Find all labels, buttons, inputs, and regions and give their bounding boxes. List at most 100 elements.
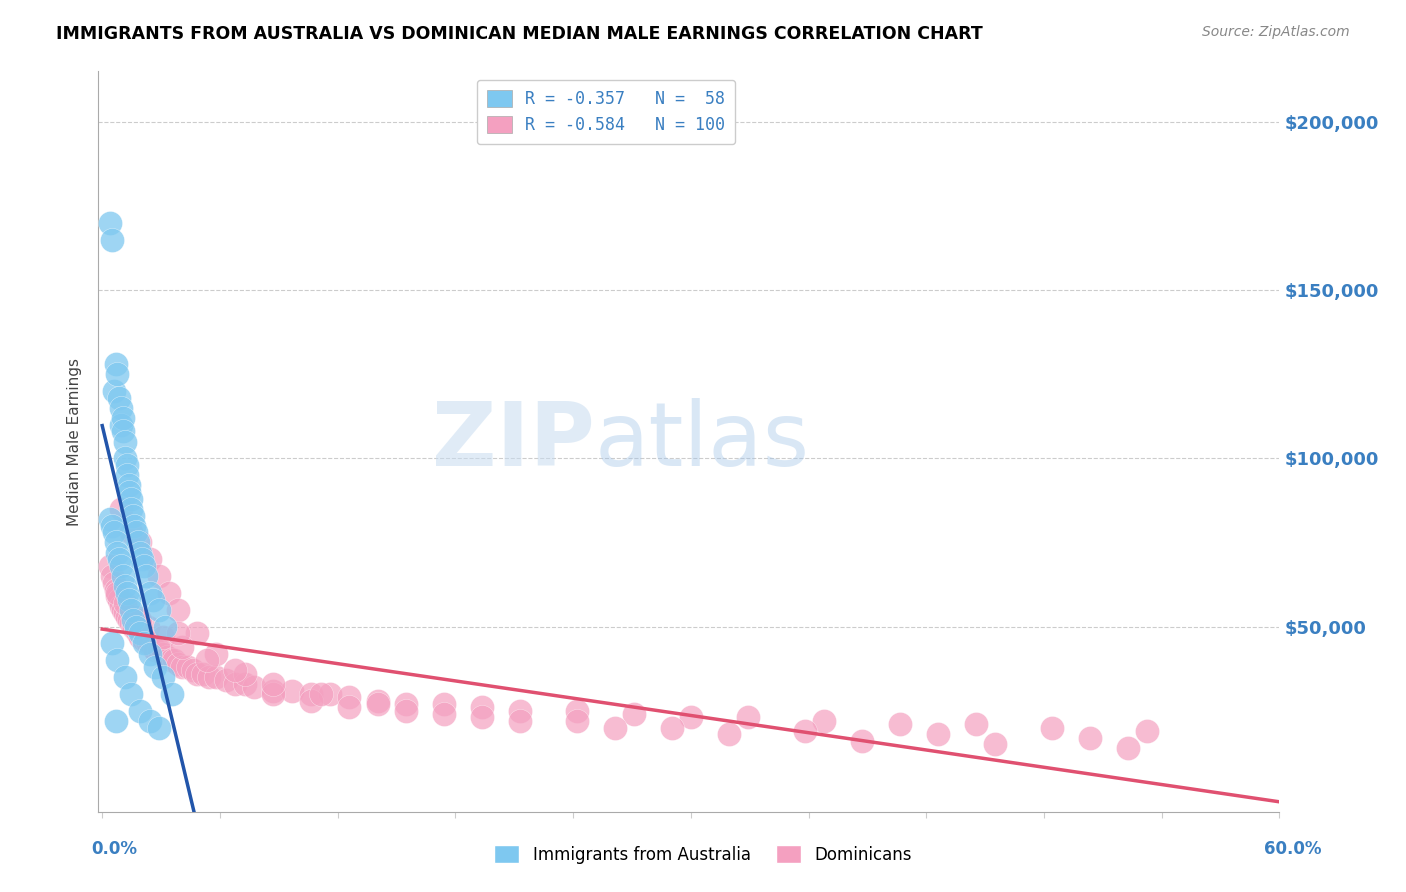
Point [136, 620, 159, 634]
Point [509, 704, 531, 718]
Point [243, 680, 266, 694]
Point [135, 633, 157, 648]
Point [110, 559, 132, 574]
Point [205, 670, 228, 684]
Point [138, 636, 160, 650]
Point [813, 714, 835, 728]
Point [983, 738, 1005, 752]
Text: ZIP: ZIP [432, 398, 595, 485]
Point [214, 673, 236, 688]
Point [679, 710, 702, 724]
Point [107, 586, 129, 600]
Point [115, 468, 138, 483]
Point [471, 700, 494, 714]
Point [162, 687, 184, 701]
Point [115, 609, 138, 624]
Point [110, 599, 132, 614]
Point [129, 630, 152, 644]
Point [509, 714, 531, 728]
Point [395, 704, 418, 718]
Point [114, 596, 136, 610]
Point [114, 606, 136, 620]
Text: 60.0%: 60.0% [1264, 840, 1322, 858]
Point [927, 727, 949, 741]
Point [1135, 723, 1157, 738]
Point [661, 721, 683, 735]
Point [103, 575, 125, 590]
Point [131, 552, 153, 566]
Point [127, 626, 149, 640]
Point [889, 717, 911, 731]
Point [152, 647, 174, 661]
Point [142, 592, 165, 607]
Point [191, 666, 214, 681]
Point [299, 687, 322, 701]
Point [138, 586, 160, 600]
Point [152, 670, 174, 684]
Point [112, 603, 135, 617]
Point [565, 704, 588, 718]
Point [115, 586, 138, 600]
Point [148, 603, 170, 617]
Point [170, 660, 193, 674]
Point [120, 491, 142, 506]
Point [112, 411, 135, 425]
Point [107, 653, 129, 667]
Point [104, 714, 127, 728]
Point [100, 569, 122, 583]
Point [737, 710, 759, 724]
Point [114, 670, 136, 684]
Legend: R = -0.357   N =  58, R = -0.584   N = 100: R = -0.357 N = 58, R = -0.584 N = 100 [477, 79, 735, 145]
Point [120, 603, 142, 617]
Point [367, 694, 389, 708]
Point [129, 546, 152, 560]
Point [112, 569, 135, 583]
Point [108, 391, 131, 405]
Point [142, 640, 165, 654]
Point [107, 590, 129, 604]
Point [129, 613, 152, 627]
Point [107, 546, 129, 560]
Point [148, 721, 170, 735]
Point [120, 501, 142, 516]
Point [118, 592, 141, 607]
Point [433, 697, 456, 711]
Text: Source: ZipAtlas.com: Source: ZipAtlas.com [1202, 25, 1350, 39]
Point [145, 643, 167, 657]
Point [118, 613, 141, 627]
Point [148, 643, 170, 657]
Point [110, 401, 132, 415]
Point [118, 485, 141, 500]
Point [107, 368, 129, 382]
Point [132, 633, 155, 648]
Point [124, 620, 146, 634]
Point [104, 357, 127, 371]
Point [148, 569, 170, 583]
Point [124, 518, 146, 533]
Point [118, 478, 141, 492]
Point [132, 636, 155, 650]
Point [125, 620, 148, 634]
Point [112, 425, 135, 439]
Point [138, 552, 160, 566]
Point [337, 690, 360, 705]
Point [100, 518, 122, 533]
Point [104, 582, 127, 597]
Point [233, 666, 256, 681]
Point [793, 723, 815, 738]
Point [319, 687, 342, 701]
Point [471, 710, 494, 724]
Point [145, 660, 167, 674]
Point [108, 552, 131, 566]
Point [565, 714, 588, 728]
Point [121, 620, 143, 634]
Point [114, 451, 136, 466]
Point [262, 677, 284, 691]
Point [152, 630, 174, 644]
Point [167, 603, 190, 617]
Point [131, 630, 153, 644]
Point [717, 727, 740, 741]
Point [136, 636, 159, 650]
Point [262, 683, 284, 698]
Point [110, 501, 132, 516]
